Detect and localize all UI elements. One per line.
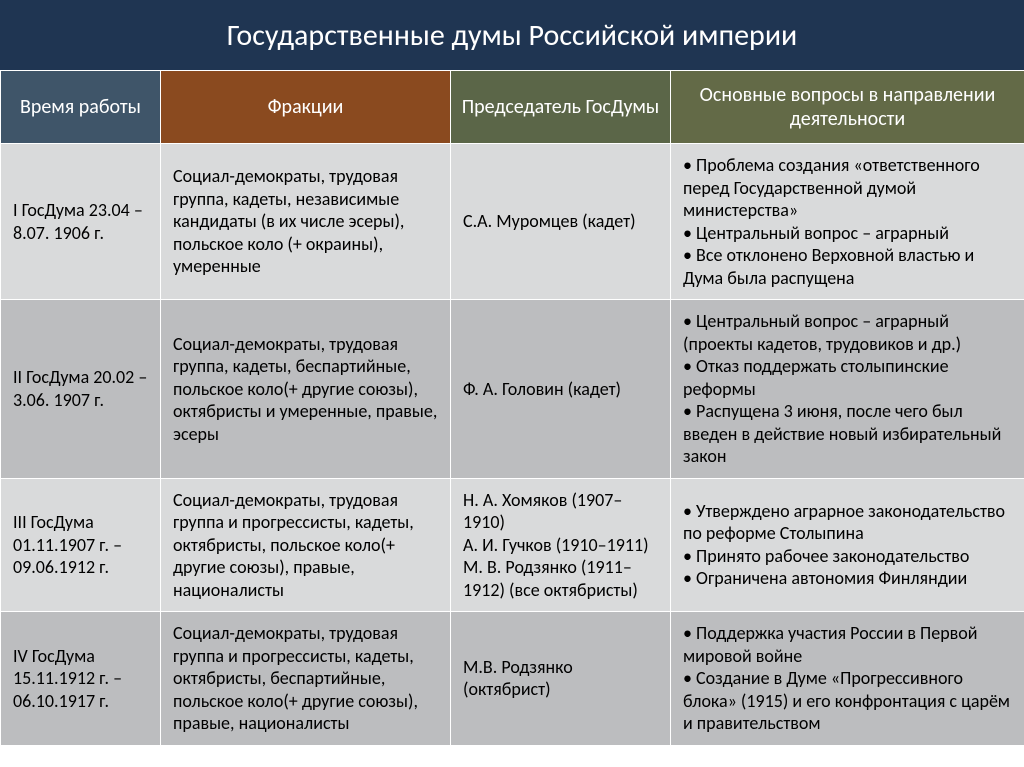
issue-item: Утверждено аграрное законодательство по … [683, 500, 1012, 545]
cell-chair: Ф. А. Головин (кадет) [451, 300, 671, 479]
issue-item: Проблема создания «ответственного перед … [683, 154, 1012, 222]
cell-chair: С.А. Муромцев (кадет) [451, 144, 671, 300]
issue-item: Центральный вопрос – аграрный [683, 222, 1012, 245]
table-header-row: Время работы Фракции Председатель ГосДум… [1, 71, 1024, 144]
cell-time: I ГосДума 23.04 –8.07. 1906 г. [1, 144, 161, 300]
table-row: IV ГосДума 15.11.1912 г. – 06.10.1917 г.… [1, 612, 1024, 746]
issue-item: Ограничена автономия Финляндии [683, 567, 1012, 590]
table-row: II ГосДума 20.02 –3.06. 1907 г.Социал-де… [1, 300, 1024, 479]
cell-issues: Центральный вопрос – аграрный (проекты к… [671, 300, 1024, 479]
cell-issues: Поддержка участия России в Первой мирово… [671, 612, 1024, 746]
cell-issues: Проблема создания «ответственного перед … [671, 144, 1024, 300]
table-row: I ГосДума 23.04 –8.07. 1906 г.Социал-дем… [1, 144, 1024, 300]
issue-item: Все отклонено Верховной властью и Дума б… [683, 244, 1012, 289]
cell-fractions: Социал-демократы, трудовая группа и прог… [161, 612, 451, 746]
cell-time: II ГосДума 20.02 –3.06. 1907 г. [1, 300, 161, 479]
issue-item: Создание в Думе «Прогрессивного блока» (… [683, 667, 1012, 735]
cell-fractions: Социал-демократы, трудовая группа, кадет… [161, 144, 451, 300]
cell-chair: М.В. Родзянко (октябрист) [451, 612, 671, 746]
cell-fractions: Социал-демократы, трудовая группа, кадет… [161, 300, 451, 479]
cell-time: III ГосДума 01.11.1907 г. – 09.06.1912 г… [1, 478, 161, 612]
issue-item: Центральный вопрос – аграрный (проекты к… [683, 310, 1012, 355]
cell-time: IV ГосДума 15.11.1912 г. – 06.10.1917 г. [1, 612, 161, 746]
issue-item: Поддержка участия России в Первой мирово… [683, 622, 1012, 667]
header-chair: Председатель ГосДумы [451, 71, 671, 144]
issue-item: Принято рабочее законодательство [683, 545, 1012, 568]
page-title: Государственные думы Российской империи [0, 0, 1024, 70]
header-frac: Фракции [161, 71, 451, 144]
issue-item: Отказ поддержать столыпинские реформы [683, 355, 1012, 400]
header-time: Время работы [1, 71, 161, 144]
header-issues: Основные вопросы в направлении деятельно… [671, 71, 1024, 144]
table-row: III ГосДума 01.11.1907 г. – 09.06.1912 г… [1, 478, 1024, 612]
cell-issues: Утверждено аграрное законодательство по … [671, 478, 1024, 612]
cell-fractions: Социал-демократы, трудовая группа и прог… [161, 478, 451, 612]
cell-chair: Н. А. Хомяков (1907–1910) А. И. Гучков (… [451, 478, 671, 612]
issue-item: Распущена 3 июня, после чего был введен … [683, 400, 1012, 468]
duma-table: Время работы Фракции Председатель ГосДум… [0, 70, 1024, 746]
